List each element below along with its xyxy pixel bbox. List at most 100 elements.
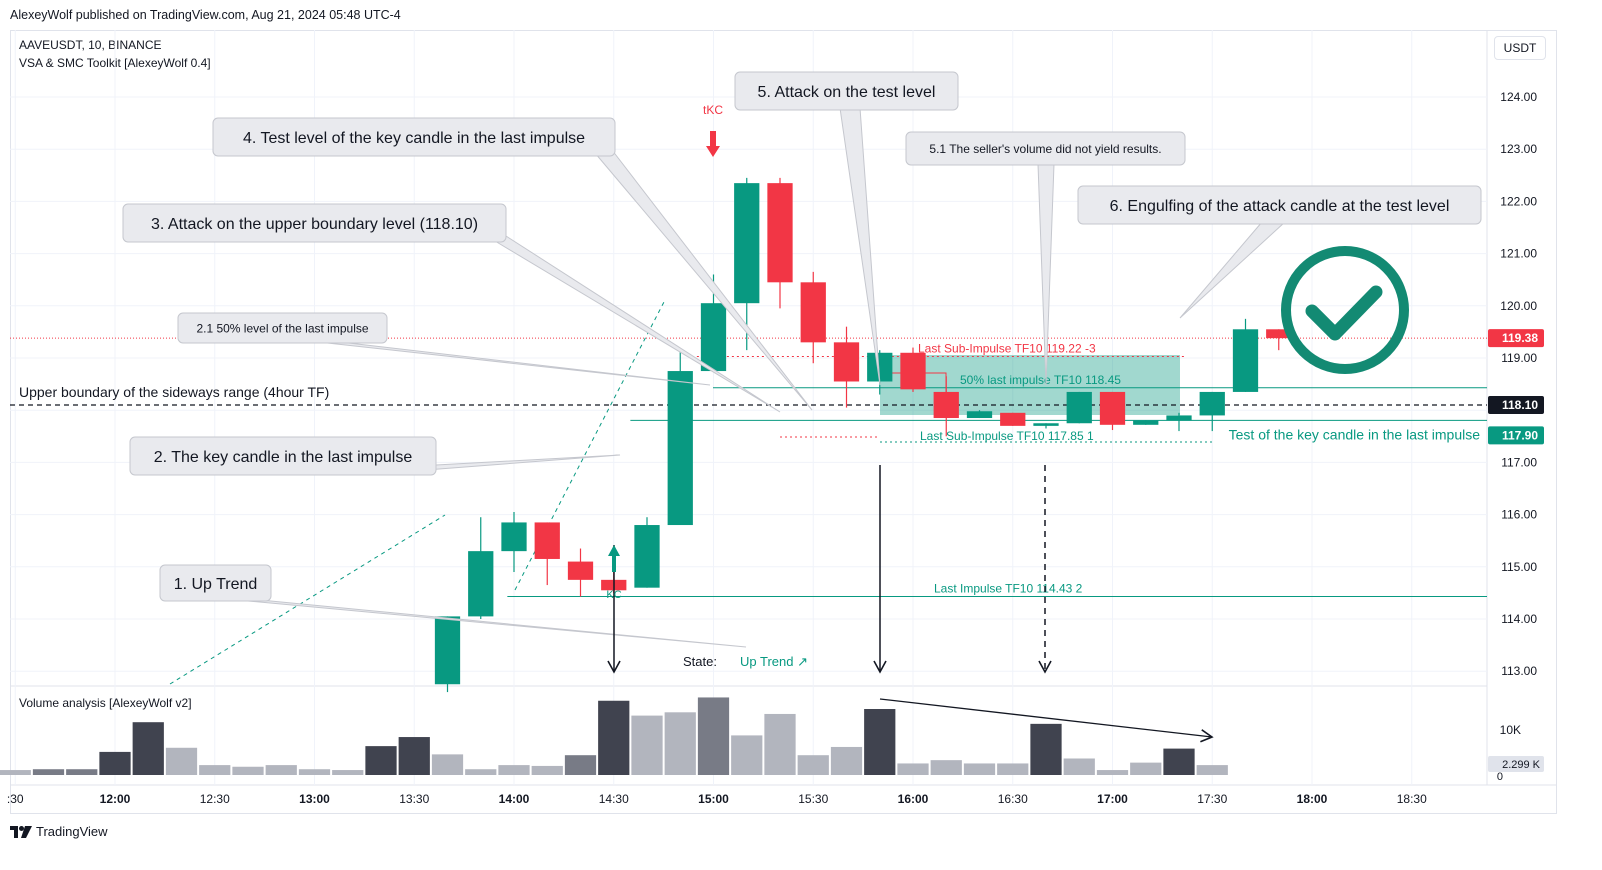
callout-tail xyxy=(299,339,711,386)
candle-body xyxy=(1133,420,1159,425)
volume-bar xyxy=(431,754,464,775)
volume-bar xyxy=(564,755,597,775)
tradingview-logo-icon xyxy=(10,825,32,838)
candle-body xyxy=(667,371,693,526)
state-value: Up Trend ↗ xyxy=(740,654,808,669)
x-tick-label: 18:00 xyxy=(1297,792,1328,806)
kc-up-arrow-icon xyxy=(608,545,620,572)
callout-text: 4. Test level of the key candle in the l… xyxy=(243,130,585,147)
volume-title: Volume analysis [AlexeyWolf v2] xyxy=(19,696,192,710)
candle-body xyxy=(434,616,461,685)
callout-c6: 6. Engulfing of the attack candle at the… xyxy=(1077,185,1482,319)
x-tick-label: 18:30 xyxy=(1397,792,1427,806)
callout-box xyxy=(159,564,272,602)
callout-c2: 2. The key candle in the last impulse xyxy=(129,436,621,476)
upper-boundary-label: Upper boundary of the sideways range (4h… xyxy=(19,384,329,400)
volume-bar xyxy=(697,697,730,775)
volume-bar xyxy=(764,713,796,775)
y-tick-label: 116.00 xyxy=(1501,508,1537,522)
candle-body xyxy=(1166,415,1192,421)
y-tick-label: 113.00 xyxy=(1501,664,1537,678)
callout-tail xyxy=(1179,221,1287,319)
annotations: KC tKC State: Up Trend ↗ xyxy=(606,103,1409,743)
callouts: 1. Up Trend 2. The key candle in the last… xyxy=(122,71,1482,648)
state-label: State: xyxy=(683,654,717,669)
volume-bar xyxy=(1130,762,1162,775)
volume-bar xyxy=(598,700,630,775)
candle-body xyxy=(1266,329,1292,339)
callout-text: 6. Engulfing of the attack candle at the… xyxy=(1110,198,1450,215)
volume-bars: Volume analysis [AlexeyWolf v2] xyxy=(0,696,1228,775)
publish-banner: AlexeyWolf published on TradingView.com,… xyxy=(10,8,401,22)
candle-body xyxy=(534,522,560,559)
x-tick-label: :30 xyxy=(7,792,24,806)
callout-text: 3. Attack on the upper boundary level (1… xyxy=(151,216,478,233)
volume-bar xyxy=(0,770,31,775)
volume-bar xyxy=(1163,748,1195,775)
test-price-tag-bg xyxy=(1488,426,1544,445)
y-tick-label: 120.00 xyxy=(1500,299,1537,313)
volume-bar xyxy=(265,765,297,775)
callout-text: 1. Up Trend xyxy=(174,576,258,593)
x-tick-label: 17:30 xyxy=(1197,792,1227,806)
volume-tag-bg xyxy=(1488,756,1544,772)
volume-bar xyxy=(199,765,231,775)
test-price-tag: 117.90 xyxy=(1502,428,1538,442)
candle-body xyxy=(833,342,860,382)
callout-c4: 4. Test level of the key candle in the l… xyxy=(212,117,813,411)
volume-bar xyxy=(631,715,663,775)
callout-box xyxy=(122,203,507,243)
brand-name: TradingView xyxy=(36,824,108,839)
candle-body xyxy=(501,522,527,552)
volume-bar xyxy=(298,769,331,775)
y-tick-label: 115.00 xyxy=(1501,560,1537,574)
boundary-price-tag: 118.10 xyxy=(1502,398,1538,412)
candle-body xyxy=(933,391,959,419)
callout-box xyxy=(177,312,388,344)
callout-box xyxy=(905,131,1186,166)
volume-tick-label: 10K xyxy=(1500,723,1521,737)
candle-body xyxy=(700,303,727,372)
volume-bar xyxy=(830,746,863,775)
tradingview-logo[interactable]: TradingView xyxy=(10,824,108,839)
volume-zero-label: 0 xyxy=(1497,771,1503,783)
volume-bar xyxy=(498,765,530,775)
x-tick-label: 16:30 xyxy=(998,792,1028,806)
volume-bar xyxy=(864,709,896,775)
volume-bar xyxy=(165,747,198,775)
x-tick-label: 12:00 xyxy=(100,792,131,806)
callout-text: 5.1 The seller's volume did not yield re… xyxy=(929,142,1161,156)
tkc-label: tKC xyxy=(703,103,723,117)
chart-frame xyxy=(10,30,1557,814)
volume-bar xyxy=(963,763,996,775)
candle-body xyxy=(1000,412,1026,426)
current-price-tag: 119.38 xyxy=(1502,331,1538,345)
volume-bar xyxy=(332,770,364,775)
volume-bar xyxy=(32,769,65,775)
candle-body xyxy=(634,525,660,588)
sub-impulse-top-label: Last Sub-Impulse TF10 119.22 -3 xyxy=(918,342,1096,356)
volume-bar xyxy=(465,769,497,775)
callout-box xyxy=(129,436,437,476)
x-tick-label: 15:00 xyxy=(698,792,729,806)
currency-button[interactable]: USDT xyxy=(1494,36,1546,60)
volume-bar xyxy=(997,763,1029,775)
candle-body xyxy=(1199,391,1225,416)
volume-price-tag: 2.299 K xyxy=(1502,759,1541,771)
candle-body xyxy=(734,183,760,304)
y-tick-label: 117.00 xyxy=(1501,455,1537,469)
x-tick-label: 12:30 xyxy=(200,792,230,806)
callout-box xyxy=(734,71,959,111)
volume-bar xyxy=(1030,723,1062,775)
volume-bar xyxy=(731,735,763,775)
x-tick-label: 13:00 xyxy=(299,792,330,806)
kc-label: KC xyxy=(606,589,621,601)
x-tick-label: 14:30 xyxy=(599,792,629,806)
volume-bar xyxy=(797,755,829,775)
volume-bar xyxy=(1196,765,1228,775)
volume-bar xyxy=(1063,758,1095,775)
current-price-tag-bg xyxy=(1488,329,1544,348)
volume-bar xyxy=(232,766,264,775)
callout-text: 2. The key candle in the last impulse xyxy=(154,449,413,466)
